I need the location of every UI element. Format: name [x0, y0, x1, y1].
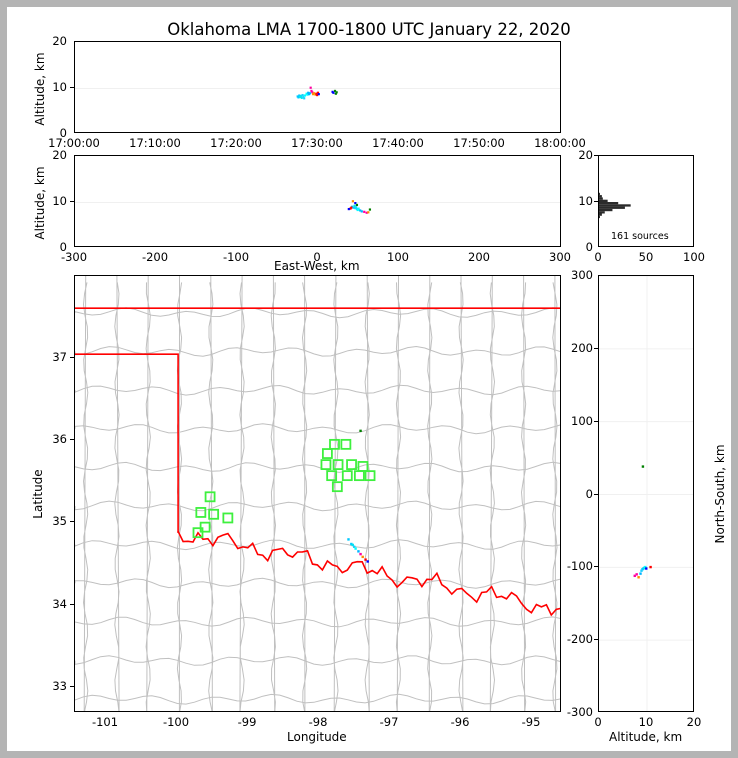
figure-canvas: Oklahoma LMA 1700-1800 UTC January 22, 2… — [7, 7, 731, 751]
axis-tick — [594, 494, 598, 495]
tick-label: 0 — [585, 240, 593, 254]
axis-tick — [594, 201, 598, 202]
tick-label: 37 — [52, 350, 67, 364]
tick-label: 17:20:00 — [210, 136, 262, 150]
tick-label: 0 — [594, 250, 602, 264]
x-axis-label: East-West, km — [274, 259, 360, 273]
axis-tick — [70, 686, 74, 687]
time-height-scatter — [296, 86, 338, 100]
tick-label: -200 — [141, 250, 169, 264]
axis-tick — [70, 87, 74, 88]
altitude-histogram-bars — [599, 192, 631, 219]
tick-label: 200 — [468, 250, 490, 264]
tick-label: 300 — [571, 268, 593, 282]
tick-label: 10 — [638, 715, 654, 729]
y-axis-label: Altitude, km — [33, 166, 47, 240]
x-axis-label: Altitude, km — [609, 730, 683, 744]
tick-label: 100 — [387, 250, 409, 264]
map-graphics — [75, 276, 560, 711]
axis-tick — [70, 439, 74, 440]
tick-label: -100 — [566, 559, 593, 573]
east-west-altitude-panel[interactable] — [74, 155, 561, 247]
tick-label: -200 — [566, 632, 593, 646]
source-count-label: 161 sources — [611, 231, 669, 242]
tick-label: -99 — [237, 715, 257, 729]
y-axis-label: Latitude — [31, 469, 45, 519]
axis-tick — [594, 566, 598, 567]
tick-label: -96 — [450, 715, 470, 729]
axis-tick — [70, 201, 74, 202]
tick-label: 17:50:00 — [453, 136, 505, 150]
tick-label: 20 — [686, 715, 702, 729]
tick-label: 100 — [683, 250, 705, 264]
gridline — [75, 88, 560, 89]
east-west-scatter — [347, 200, 372, 214]
axis-tick — [594, 155, 598, 156]
tick-label: 17:10:00 — [129, 136, 181, 150]
tick-label: 0 — [585, 487, 593, 501]
tick-label: 17:30:00 — [291, 136, 343, 150]
tick-label: -300 — [566, 705, 593, 719]
tick-label: 18:00:00 — [534, 136, 586, 150]
axis-tick — [594, 639, 598, 640]
tick-label: 34 — [52, 597, 67, 611]
axis-tick — [70, 521, 74, 522]
tick-label: 200 — [571, 341, 593, 355]
tick-label: 20 — [52, 34, 67, 48]
tick-label: -95 — [521, 715, 541, 729]
gridline — [75, 202, 560, 203]
plan-view-map-panel[interactable] — [74, 275, 561, 712]
tick-label: -98 — [308, 715, 328, 729]
tick-label: 36 — [52, 432, 67, 446]
tick-label: 10 — [52, 80, 67, 94]
tick-label: -100 — [162, 715, 190, 729]
tick-label: 10 — [578, 194, 593, 208]
tick-label: 20 — [52, 148, 67, 162]
tick-label: 0 — [313, 250, 321, 264]
tick-label: 35 — [52, 514, 67, 528]
axis-tick — [594, 348, 598, 349]
tick-label: 50 — [638, 250, 654, 264]
y-axis-label: Altitude, km — [33, 52, 47, 126]
tick-label: 100 — [571, 414, 593, 428]
tick-label: -101 — [91, 715, 119, 729]
tick-label: -97 — [379, 715, 399, 729]
x-axis-label: Longitude — [287, 730, 347, 744]
tick-label: 33 — [52, 679, 67, 693]
time-height-panel[interactable] — [74, 41, 561, 133]
tick-label: 0 — [59, 240, 67, 254]
tick-label: -300 — [60, 250, 88, 264]
tick-label: 0 — [594, 715, 602, 729]
tick-label: 300 — [549, 250, 571, 264]
axis-tick — [70, 604, 74, 605]
altitude-north-south-panel[interactable] — [598, 275, 694, 712]
axis-tick — [594, 421, 598, 422]
tick-label: -100 — [222, 250, 250, 264]
figure-title: Oklahoma LMA 1700-1800 UTC January 22, 2… — [167, 20, 571, 39]
tick-label: 10 — [52, 194, 67, 208]
tick-label: 17:40:00 — [372, 136, 424, 150]
axis-tick — [70, 357, 74, 358]
y-axis-label: North-South, km — [713, 444, 727, 544]
tick-label: 17:00:00 — [48, 136, 100, 150]
altitude-histogram-panel[interactable] — [598, 155, 694, 247]
north-south-scatter — [599, 276, 693, 711]
tick-label: 20 — [578, 148, 593, 162]
tick-label: 0 — [59, 126, 67, 140]
